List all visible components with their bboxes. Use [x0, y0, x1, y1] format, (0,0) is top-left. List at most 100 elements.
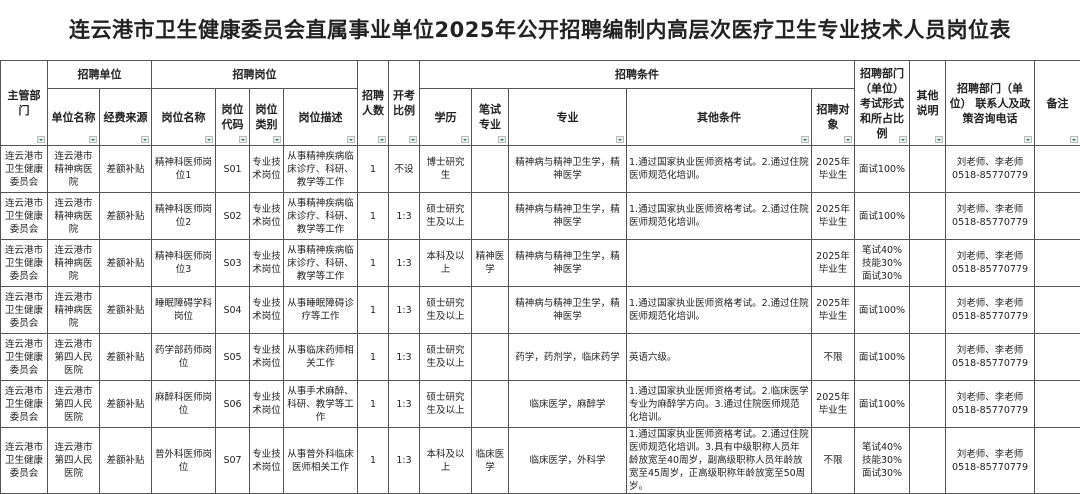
cell-other[interactable]: 英语六级。 — [627, 334, 812, 381]
header-count[interactable]: 招聘人数 — [358, 61, 389, 146]
cell-unit[interactable]: 连云港市精神病医院 — [48, 287, 100, 334]
header-post-desc[interactable]: 岗位描述 — [284, 89, 358, 146]
filter-dropdown-icon[interactable] — [141, 136, 149, 143]
cell-post[interactable]: 精神科医师岗位1 — [152, 146, 216, 193]
header-contact[interactable]: 招聘部门（单位） 联系人及政策咨询电话 — [946, 61, 1035, 146]
filter-dropdown-icon[interactable] — [935, 136, 943, 143]
cell-code[interactable]: S03 — [216, 240, 250, 287]
cell-desc[interactable]: 从事睡眠障碍诊疗等工作 — [284, 287, 358, 334]
cell-code[interactable]: S07 — [216, 428, 250, 494]
cell-desc[interactable]: 从事精神疾病临床诊疗、科研、教学等工作 — [284, 193, 358, 240]
cell-major[interactable]: 临床医学，外科学 — [509, 428, 627, 494]
cell-type[interactable]: 专业技术岗位 — [250, 193, 284, 240]
cell-contact[interactable]: 刘老师、李老师 0518-85770779 — [946, 240, 1035, 287]
cell-type[interactable]: 专业技术岗位 — [250, 428, 284, 494]
cell-remark[interactable] — [1035, 240, 1080, 287]
header-post-name[interactable]: 岗位名称 — [152, 89, 216, 146]
cell-unit[interactable]: 连云港市精神病医院 — [48, 193, 100, 240]
cell-type[interactable]: 专业技术岗位 — [250, 146, 284, 193]
cell-unit[interactable]: 连云港市第四人民医院 — [48, 381, 100, 428]
cell-other[interactable]: 1.通过国家执业医师资格考试。2.通过住院医师规范化培训。3.具有中级职称人员年… — [627, 428, 812, 494]
cell-target[interactable]: 2025年毕业生 — [812, 193, 855, 240]
cell-other[interactable] — [627, 240, 812, 287]
cell-exam[interactable]: 面试100% — [855, 146, 910, 193]
cell-exam-major[interactable] — [472, 287, 509, 334]
cell-type[interactable]: 专业技术岗位 — [250, 334, 284, 381]
cell-post[interactable]: 普外科医师岗位 — [152, 428, 216, 494]
cell-dept[interactable]: 连云港市卫生健康委员会 — [1, 146, 48, 193]
cell-unit[interactable]: 连云港市第四人民医院 — [48, 428, 100, 494]
cell-count[interactable]: 1 — [358, 334, 389, 381]
cell-type[interactable]: 专业技术岗位 — [250, 381, 284, 428]
cell-exam-major[interactable]: 精神医学 — [472, 240, 509, 287]
cell-other[interactable]: 1.通过国家执业医师资格考试。2.通过住院医师规范化培训。 — [627, 146, 812, 193]
filter-dropdown-icon[interactable] — [273, 136, 281, 143]
header-funding[interactable]: 经费来源 — [100, 89, 152, 146]
cell-dept[interactable]: 连云港市卫生健康委员会 — [1, 334, 48, 381]
cell-major[interactable]: 药学，药剂学，临床药学 — [509, 334, 627, 381]
header-unit-name[interactable]: 单位名称 — [48, 89, 100, 146]
cell-note[interactable] — [910, 287, 946, 334]
cell-desc[interactable]: 从事手术麻醉、科研、教学等工作 — [284, 381, 358, 428]
cell-funding[interactable]: 差额补贴 — [100, 287, 152, 334]
filter-dropdown-icon[interactable] — [89, 136, 97, 143]
cell-major[interactable]: 精神病与精神卫生学，精神医学 — [509, 193, 627, 240]
header-major[interactable]: 专业 — [509, 89, 627, 146]
cell-unit[interactable]: 连云港市第四人民医院 — [48, 334, 100, 381]
cell-exam-major[interactable]: 临床医学 — [472, 428, 509, 494]
cell-exam[interactable]: 面试100% — [855, 334, 910, 381]
cell-post[interactable]: 精神科医师岗位2 — [152, 193, 216, 240]
cell-post[interactable]: 麻醉科医师岗位 — [152, 381, 216, 428]
cell-note[interactable] — [910, 428, 946, 494]
cell-code[interactable]: S06 — [216, 381, 250, 428]
cell-dept[interactable]: 连云港市卫生健康委员会 — [1, 240, 48, 287]
header-dept[interactable]: 主管部门 — [1, 61, 48, 146]
cell-exam-major[interactable] — [472, 146, 509, 193]
header-education[interactable]: 学历 — [420, 89, 472, 146]
filter-dropdown-icon[interactable] — [205, 136, 213, 143]
filter-dropdown-icon[interactable] — [616, 136, 624, 143]
cell-code[interactable]: S04 — [216, 287, 250, 334]
header-target[interactable]: 招聘对象 — [812, 89, 855, 146]
cell-remark[interactable] — [1035, 381, 1080, 428]
cell-exam-major[interactable] — [472, 381, 509, 428]
cell-target[interactable]: 不限 — [812, 428, 855, 494]
filter-dropdown-icon[interactable] — [1070, 136, 1078, 143]
cell-contact[interactable]: 刘老师、李老师 0518-85770779 — [946, 146, 1035, 193]
cell-edu[interactable]: 博士研究生 — [420, 146, 472, 193]
cell-count[interactable]: 1 — [358, 381, 389, 428]
cell-exam-major[interactable] — [472, 334, 509, 381]
cell-target[interactable]: 2025年毕业生 — [812, 287, 855, 334]
cell-post[interactable]: 药学部药师岗位 — [152, 334, 216, 381]
header-other[interactable]: 其他条件 — [627, 89, 812, 146]
cell-major[interactable]: 精神病与精神卫生学，精神医学 — [509, 146, 627, 193]
cell-dept[interactable]: 连云港市卫生健康委员会 — [1, 381, 48, 428]
cell-ratio[interactable]: 1:3 — [389, 381, 420, 428]
filter-dropdown-icon[interactable] — [498, 136, 506, 143]
cell-remark[interactable] — [1035, 146, 1080, 193]
cell-funding[interactable]: 差额补贴 — [100, 428, 152, 494]
cell-note[interactable] — [910, 146, 946, 193]
cell-type[interactable]: 专业技术岗位 — [250, 287, 284, 334]
cell-funding[interactable]: 差额补贴 — [100, 193, 152, 240]
filter-dropdown-icon[interactable] — [801, 136, 809, 143]
cell-desc[interactable]: 从事精神疾病临床诊疗、科研、教学等工作 — [284, 146, 358, 193]
cell-target[interactable]: 不限 — [812, 334, 855, 381]
cell-post[interactable]: 睡眠障碍学科岗位 — [152, 287, 216, 334]
cell-note[interactable] — [910, 193, 946, 240]
cell-count[interactable]: 1 — [358, 240, 389, 287]
cell-dept[interactable]: 连云港市卫生健康委员会 — [1, 287, 48, 334]
cell-target[interactable]: 2025年毕业生 — [812, 240, 855, 287]
cell-exam-major[interactable] — [472, 193, 509, 240]
cell-note[interactable] — [910, 240, 946, 287]
cell-target[interactable]: 2025年毕业生 — [812, 381, 855, 428]
cell-funding[interactable]: 差额补贴 — [100, 381, 152, 428]
header-other-note[interactable]: 其他说明 — [910, 61, 946, 146]
cell-count[interactable]: 1 — [358, 428, 389, 494]
cell-code[interactable]: S05 — [216, 334, 250, 381]
cell-contact[interactable]: 刘老师、李老师 0518-85770779 — [946, 381, 1035, 428]
cell-ratio[interactable]: 1:3 — [389, 334, 420, 381]
cell-exam[interactable]: 笔试40% 技能30% 面试30% — [855, 240, 910, 287]
header-post-code[interactable]: 岗位代码 — [216, 89, 250, 146]
cell-count[interactable]: 1 — [358, 146, 389, 193]
